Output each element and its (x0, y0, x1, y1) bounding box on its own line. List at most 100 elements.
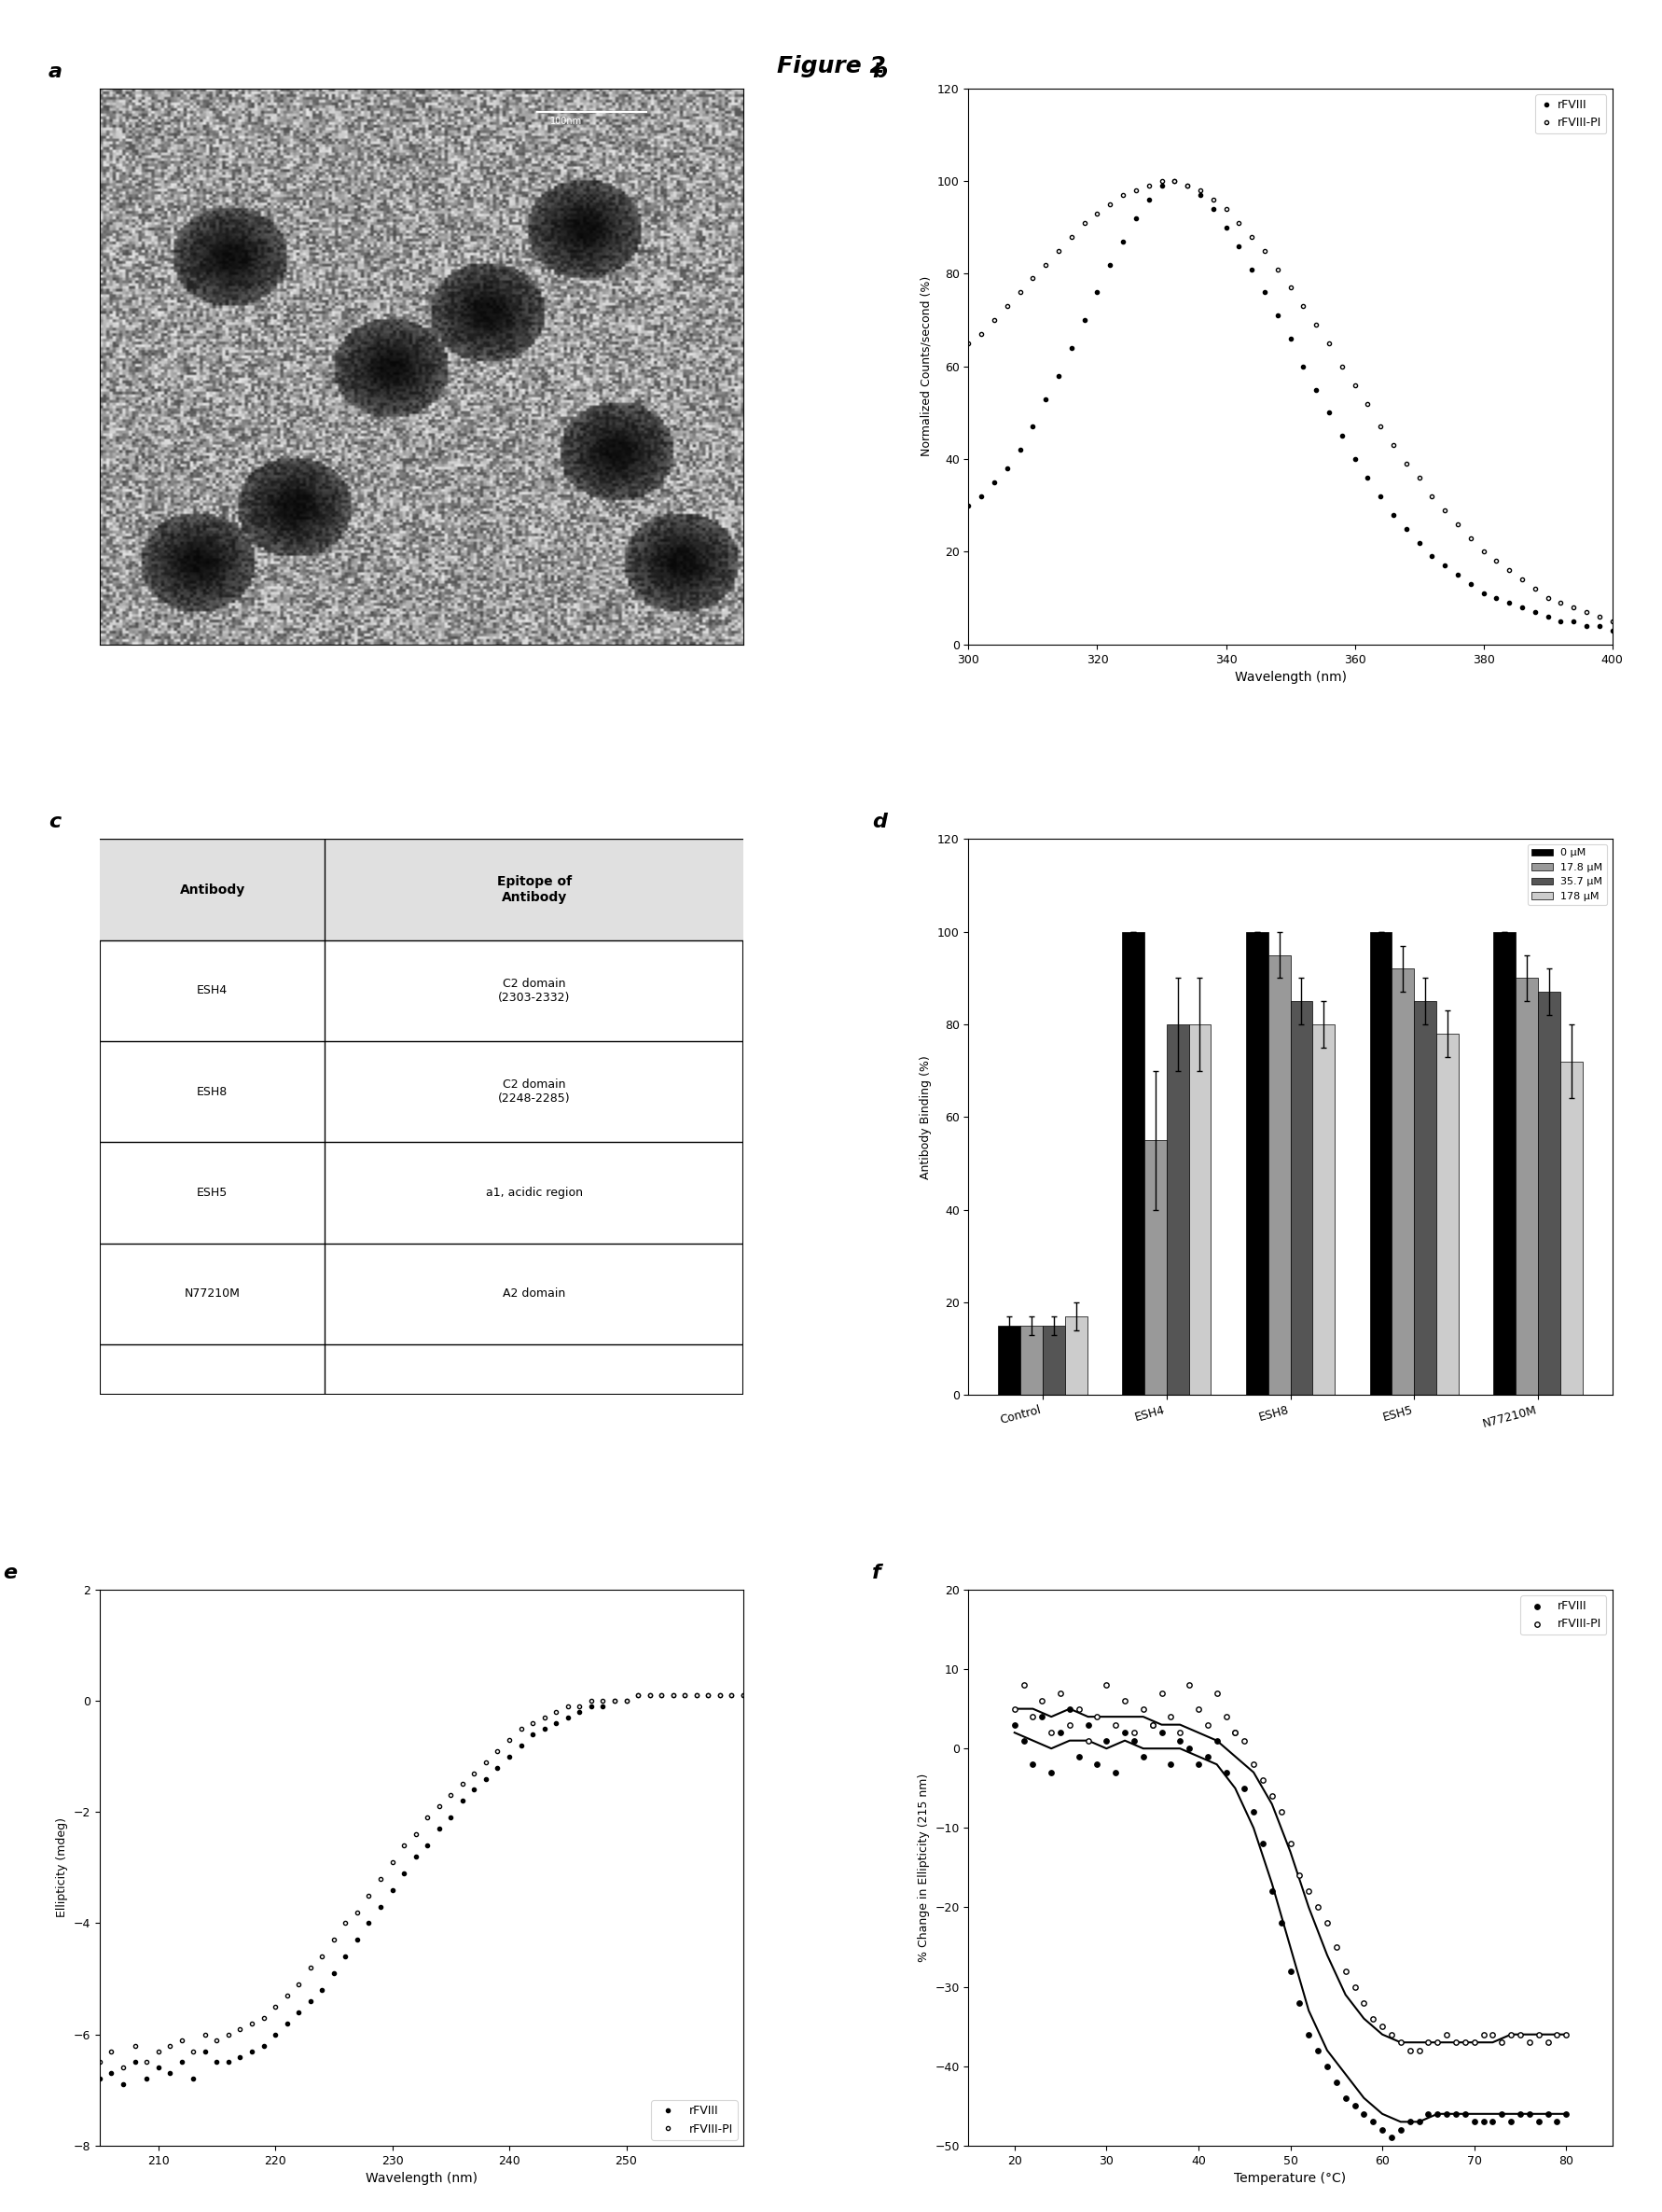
rFVIII (1497, 2104, 1524, 2139)
rFVIII-PI (1152, 168, 1172, 195)
rFVIII-PI (1369, 2008, 1396, 2044)
rFVIII (524, 1721, 543, 1747)
rFVIII (464, 1776, 484, 1803)
rFVIII (1526, 2104, 1552, 2139)
rFVIII (1369, 2112, 1396, 2148)
Line: rFVIII: rFVIII (98, 1694, 745, 2086)
rFVIII-PI (1213, 1699, 1240, 1734)
Text: f: f (873, 1564, 881, 1582)
Text: A2 domain: A2 domain (504, 1287, 565, 1301)
Legend: rFVIII, rFVIII-PI: rFVIII, rFVIII-PI (1536, 95, 1605, 133)
X-axis label: Temperature (°C): Temperature (°C) (1235, 2172, 1346, 2185)
rFVIII-PI (1461, 2024, 1487, 2059)
rFVIII-PI (1489, 2024, 1516, 2059)
rFVIII-PI (1075, 1723, 1102, 1759)
X-axis label: Wavelength (nm): Wavelength (nm) (1235, 670, 1346, 684)
rFVIII-PI (524, 1710, 543, 1736)
Bar (1290, 1002, 1313, 1396)
rFVIII (628, 1681, 648, 1708)
rFVIII (1057, 1692, 1084, 1728)
rFVIII (1388, 2112, 1414, 2148)
rFVIII (1424, 2097, 1451, 2132)
Bar (1414, 1002, 1436, 1396)
rFVIII (1001, 1708, 1027, 1743)
rFVIII-PI (593, 1688, 613, 1714)
rFVIII-PI (1507, 2017, 1534, 2053)
rFVIII-PI (1534, 2024, 1561, 2059)
rFVIII-PI (1360, 2002, 1386, 2037)
rFVIII (593, 1692, 613, 1719)
rFVIII (1341, 2088, 1368, 2124)
Bar (1122, 931, 1143, 1396)
rFVIII (1084, 1747, 1110, 1783)
rFVIII (1195, 1739, 1222, 1774)
Bar (1494, 931, 1516, 1396)
rFVIII (1443, 2097, 1469, 2132)
rFVIII-PI (1414, 2024, 1441, 2059)
Line: rFVIII-PI: rFVIII-PI (967, 179, 1614, 624)
rFVIII (1534, 2097, 1561, 2132)
rFVIII-PI (1029, 1683, 1055, 1719)
rFVIII (1100, 252, 1120, 279)
rFVIII (1396, 515, 1416, 542)
rFVIII (1471, 2104, 1497, 2139)
Bar (1188, 1024, 1212, 1396)
Line: rFVIII: rFVIII (967, 179, 1614, 633)
rFVIII (1165, 168, 1185, 195)
rFVIII-PI (1019, 1699, 1045, 1734)
rFVIII (1250, 1827, 1276, 1863)
rFVIII (1433, 2097, 1459, 2132)
rFVIII (1157, 1747, 1183, 1783)
rFVIII (1286, 1984, 1313, 2020)
rFVIII-PI (90, 2048, 110, 2075)
rFVIII (1516, 2097, 1542, 2132)
rFVIII (1167, 1723, 1193, 1759)
Bar (1143, 1139, 1167, 1396)
rFVIII (1451, 2097, 1478, 2132)
rFVIII-PI (1388, 2024, 1414, 2059)
rFVIII-PI (1351, 1984, 1378, 2020)
Bar (1516, 978, 1539, 1396)
rFVIII-PI (1084, 1699, 1110, 1734)
rFVIII (1177, 1730, 1203, 1765)
rFVIII (1589, 613, 1609, 639)
rFVIII (1544, 2104, 1571, 2139)
rFVIII-PI (1001, 1692, 1027, 1728)
rFVIII-PI (1471, 2017, 1497, 2053)
rFVIII-PI (1479, 2017, 1506, 2053)
rFVIII-PI (1165, 168, 1185, 195)
Bar (1167, 1024, 1188, 1396)
rFVIII (959, 493, 979, 520)
rFVIII-PI (1138, 1708, 1165, 1743)
rFVIII (1268, 1905, 1295, 1940)
rFVIII-PI (1039, 1714, 1065, 1750)
rFVIII (1406, 2104, 1433, 2139)
rFVIII-PI (1057, 1708, 1084, 1743)
rFVIII (1295, 2017, 1321, 2053)
rFVIII-PI (1341, 1969, 1368, 2004)
rFVIII (1029, 1699, 1055, 1734)
rFVIII-PI (336, 1909, 356, 1936)
rFVIII-PI (1333, 1953, 1360, 1989)
Text: Epitope of
Antibody: Epitope of Antibody (497, 876, 572, 905)
rFVIII (1479, 2104, 1506, 2139)
rFVIII-PI (1552, 2017, 1579, 2053)
rFVIII (1075, 1708, 1102, 1743)
rFVIII (1222, 1714, 1248, 1750)
rFVIII (1323, 2064, 1350, 2099)
Text: 100nm: 100nm (550, 117, 582, 126)
rFVIII-PI (1443, 2024, 1469, 2059)
rFVIII (1120, 1723, 1147, 1759)
rFVIII (1276, 1953, 1303, 1989)
rFVIII (1065, 1739, 1092, 1774)
Y-axis label: Normalized Counts/second (%): Normalized Counts/second (%) (919, 276, 932, 456)
rFVIII (1396, 2104, 1423, 2139)
Text: ESH5: ESH5 (196, 1188, 228, 1199)
rFVIII (1461, 2104, 1487, 2139)
rFVIII-PI (959, 330, 979, 356)
Text: Antibody: Antibody (179, 883, 244, 896)
rFVIII-PI (1589, 604, 1609, 630)
Bar (1042, 1325, 1065, 1396)
Bar (997, 1325, 1020, 1396)
rFVIII (1258, 1874, 1285, 1909)
